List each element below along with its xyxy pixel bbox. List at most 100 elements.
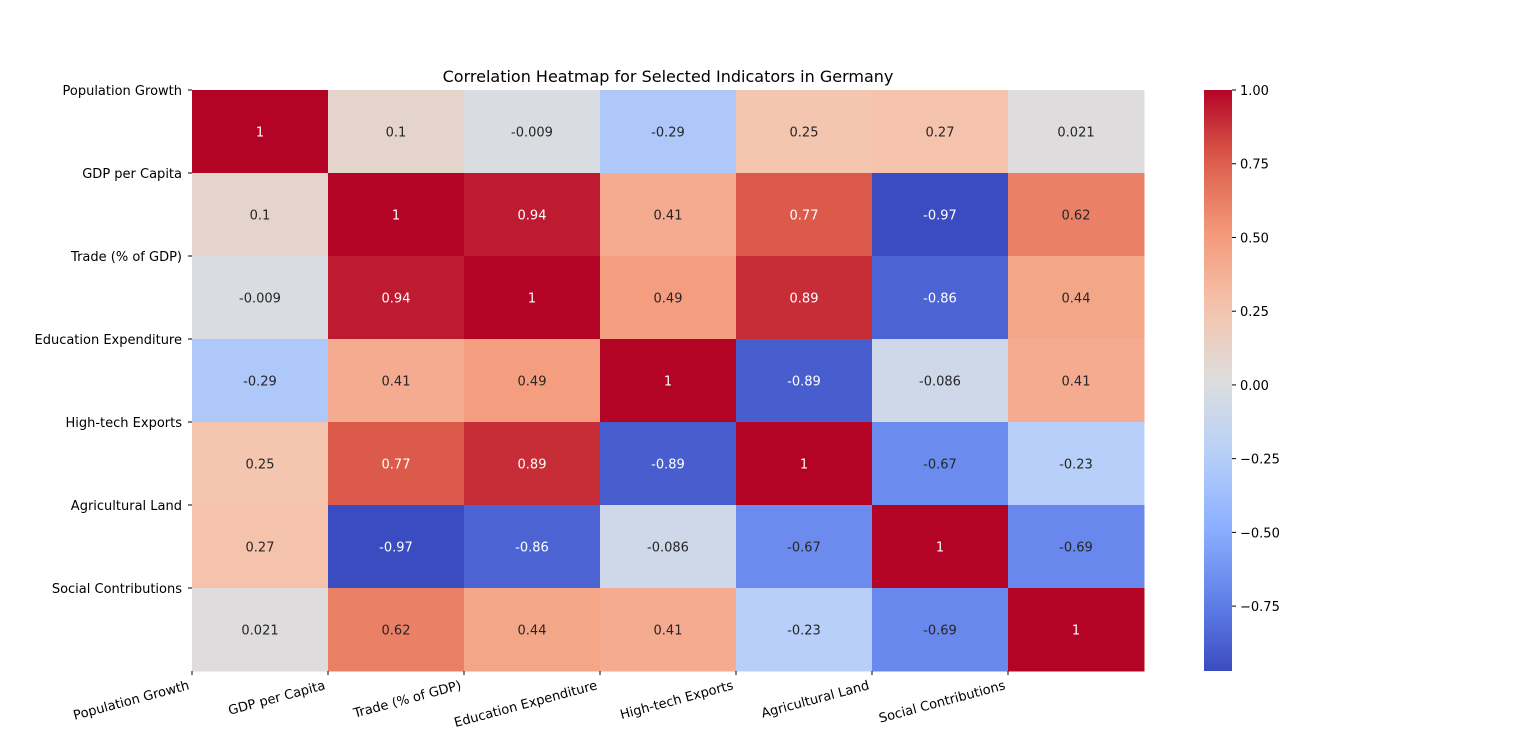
cell-value-label: 0.62 — [1062, 209, 1091, 224]
cell-value-label: 0.89 — [518, 458, 547, 473]
heatmap-cell — [328, 588, 465, 672]
heatmap-cell — [192, 339, 329, 423]
x-tick-label: Education Expenditure — [453, 678, 599, 731]
colorbar-tick-label: 0.75 — [1240, 158, 1269, 173]
cell-value-label: 0.62 — [382, 624, 411, 639]
heatmap-cell — [872, 256, 1009, 340]
cell-value-label: -0.23 — [1059, 458, 1093, 473]
x-tick-label: Population Growth — [72, 678, 191, 723]
heatmap-cell — [600, 173, 737, 257]
cell-value-label: 0.25 — [790, 126, 819, 141]
y-tick-label: Population Growth — [63, 84, 183, 99]
x-tick-label: Agricultural Land — [760, 678, 871, 721]
cell-value-label: -0.97 — [923, 209, 957, 224]
cell-value-label: -0.086 — [647, 541, 689, 556]
cell-value-label: 0.021 — [241, 624, 278, 639]
cell-value-label: -0.89 — [651, 458, 685, 473]
cell-value-label: -0.67 — [923, 458, 957, 473]
heatmap-cell — [328, 256, 465, 340]
colorbar-tick-label: 0.50 — [1240, 231, 1269, 246]
cell-value-label: 0.1 — [250, 209, 271, 224]
x-tick-label: Social Contributions — [877, 678, 1007, 726]
heatmap-cell — [736, 339, 873, 423]
heatmap-cell — [872, 422, 1009, 506]
x-tick-label: High-tech Exports — [619, 678, 736, 723]
colorbar-gradient — [1204, 90, 1232, 671]
cell-value-label: 0.94 — [518, 209, 547, 224]
heatmap-cell — [736, 588, 873, 672]
cell-value-label: 1 — [392, 209, 400, 224]
cell-value-label: -0.29 — [651, 126, 685, 141]
heatmap-cell — [192, 90, 329, 174]
cell-value-label: 0.41 — [654, 624, 683, 639]
cell-value-label: -0.69 — [1059, 541, 1093, 556]
heatmap-cell — [464, 505, 601, 589]
cell-value-label: 1 — [800, 458, 808, 473]
heatmap-cell — [328, 173, 465, 257]
heatmap-cell — [600, 90, 737, 174]
heatmap-cell — [192, 505, 329, 589]
cell-value-label: 0.44 — [518, 624, 547, 639]
heatmap-cell — [736, 256, 873, 340]
heatmap-cell — [872, 90, 1009, 174]
heatmap-cell — [1008, 90, 1145, 174]
heatmap-cell — [328, 339, 465, 423]
cell-value-label: 0.25 — [246, 458, 275, 473]
cell-value-label: 0.89 — [790, 292, 819, 307]
cell-value-label: -0.086 — [919, 375, 961, 390]
y-tick-label: Trade (% of GDP) — [70, 250, 182, 265]
heatmap-cell — [328, 422, 465, 506]
heatmap-cells: 1 0.1 -0.009 -0.29 0.25 0.27 0.021 0.1 1 0.94 0.41… — [192, 90, 1145, 672]
y-tick-label: GDP per Capita — [82, 167, 182, 182]
cell-value-label: -0.23 — [787, 624, 821, 639]
cell-value-label: -0.86 — [515, 541, 549, 556]
cell-value-label: 0.27 — [926, 126, 955, 141]
colorbar: 1.00 0.75 0.50 0.25 0.00 −0.25 −0.50 −0.75 — [1204, 84, 1280, 671]
x-tick-label: GDP per Capita — [227, 678, 327, 718]
heatmap-cell — [1008, 256, 1145, 340]
cell-value-label: -0.29 — [243, 375, 277, 390]
cell-value-label: 0.77 — [790, 209, 819, 224]
chart-title: Correlation Heatmap for Selected Indicat… — [443, 67, 894, 86]
cell-value-label: 1 — [664, 375, 672, 390]
heatmap-cell — [600, 588, 737, 672]
cell-value-label: 1 — [1072, 624, 1080, 639]
cell-value-label: 0.49 — [518, 375, 547, 390]
heatmap-cell — [328, 505, 465, 589]
cell-value-label: 0.94 — [382, 292, 411, 307]
cell-value-label: -0.89 — [787, 375, 821, 390]
heatmap-cell — [736, 173, 873, 257]
heatmap-cell — [872, 173, 1009, 257]
heatmap-cell — [464, 422, 601, 506]
heatmap-cell — [328, 90, 465, 174]
heatmap-cell — [600, 339, 737, 423]
x-tick-label: Trade (% of GDP) — [351, 678, 463, 721]
cell-value-label: -0.67 — [787, 541, 821, 556]
cell-value-label: -0.86 — [923, 292, 957, 307]
cell-value-label: 0.41 — [382, 375, 411, 390]
heatmap-cell — [192, 173, 329, 257]
heatmap-cell — [736, 90, 873, 174]
cell-value-label: 0.41 — [1062, 375, 1091, 390]
heatmap-cell — [872, 339, 1009, 423]
cell-value-label: -0.009 — [511, 126, 553, 141]
colorbar-tick-label: −0.75 — [1240, 600, 1280, 615]
cell-value-label: 0.77 — [382, 458, 411, 473]
cell-value-label: 0.1 — [386, 126, 407, 141]
heatmap-cell — [736, 505, 873, 589]
cell-value-label: -0.009 — [239, 292, 281, 307]
colorbar-tick-label: 1.00 — [1240, 84, 1269, 99]
cell-value-label: -0.69 — [923, 624, 957, 639]
colorbar-tick-label: −0.50 — [1240, 526, 1280, 541]
heatmap-cell — [464, 90, 601, 174]
cell-value-label: 1 — [528, 292, 536, 307]
colorbar-tick-label: −0.25 — [1240, 453, 1280, 468]
heatmap-cell — [872, 505, 1009, 589]
heatmap-cell — [600, 256, 737, 340]
heatmap-cell — [464, 173, 601, 257]
cell-value-label: 0.021 — [1057, 126, 1094, 141]
colorbar-tick-label: 0.25 — [1240, 305, 1269, 320]
y-tick-label: Social Contributions — [52, 582, 182, 597]
heatmap-cell — [1008, 339, 1145, 423]
